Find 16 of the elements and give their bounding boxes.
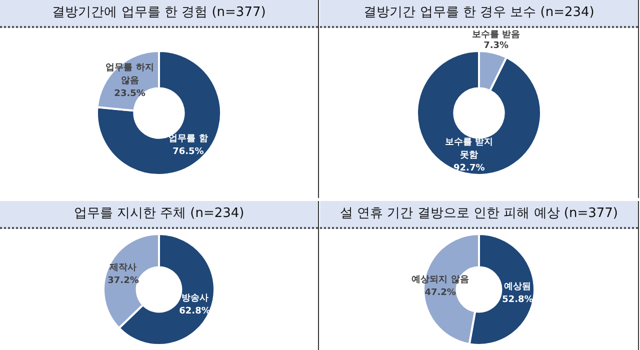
- data-label: 62.8%: [179, 306, 210, 317]
- slice-label: 방송사: [181, 294, 208, 304]
- slice-label: 보수를 받지 못함: [445, 138, 494, 161]
- data-label: 52.8%: [502, 294, 534, 305]
- slice-label: 보수를 받음: [472, 30, 520, 40]
- chart-title: 업무를 지시한 주체 (n=234): [0, 201, 318, 229]
- data-label: 92.7%: [454, 164, 485, 174]
- data-label: 47.2%: [424, 288, 456, 298]
- data-label: 76.5%: [172, 146, 204, 157]
- slice-label: 업무를 함: [168, 134, 208, 144]
- chart-title: 설 연휴 기간 결방으로 인한 피해 예상 (n=377): [320, 201, 638, 229]
- chart-title: 결방기간 업무를 한 경우 보수 (n=234): [320, 0, 638, 28]
- slice-label: 예상됨: [504, 282, 532, 292]
- slice-label: 제작사: [108, 263, 137, 274]
- data-label: 7.3%: [484, 40, 509, 51]
- chart-title: 결방기간에 업무를 한 경험 (n=377): [0, 0, 318, 28]
